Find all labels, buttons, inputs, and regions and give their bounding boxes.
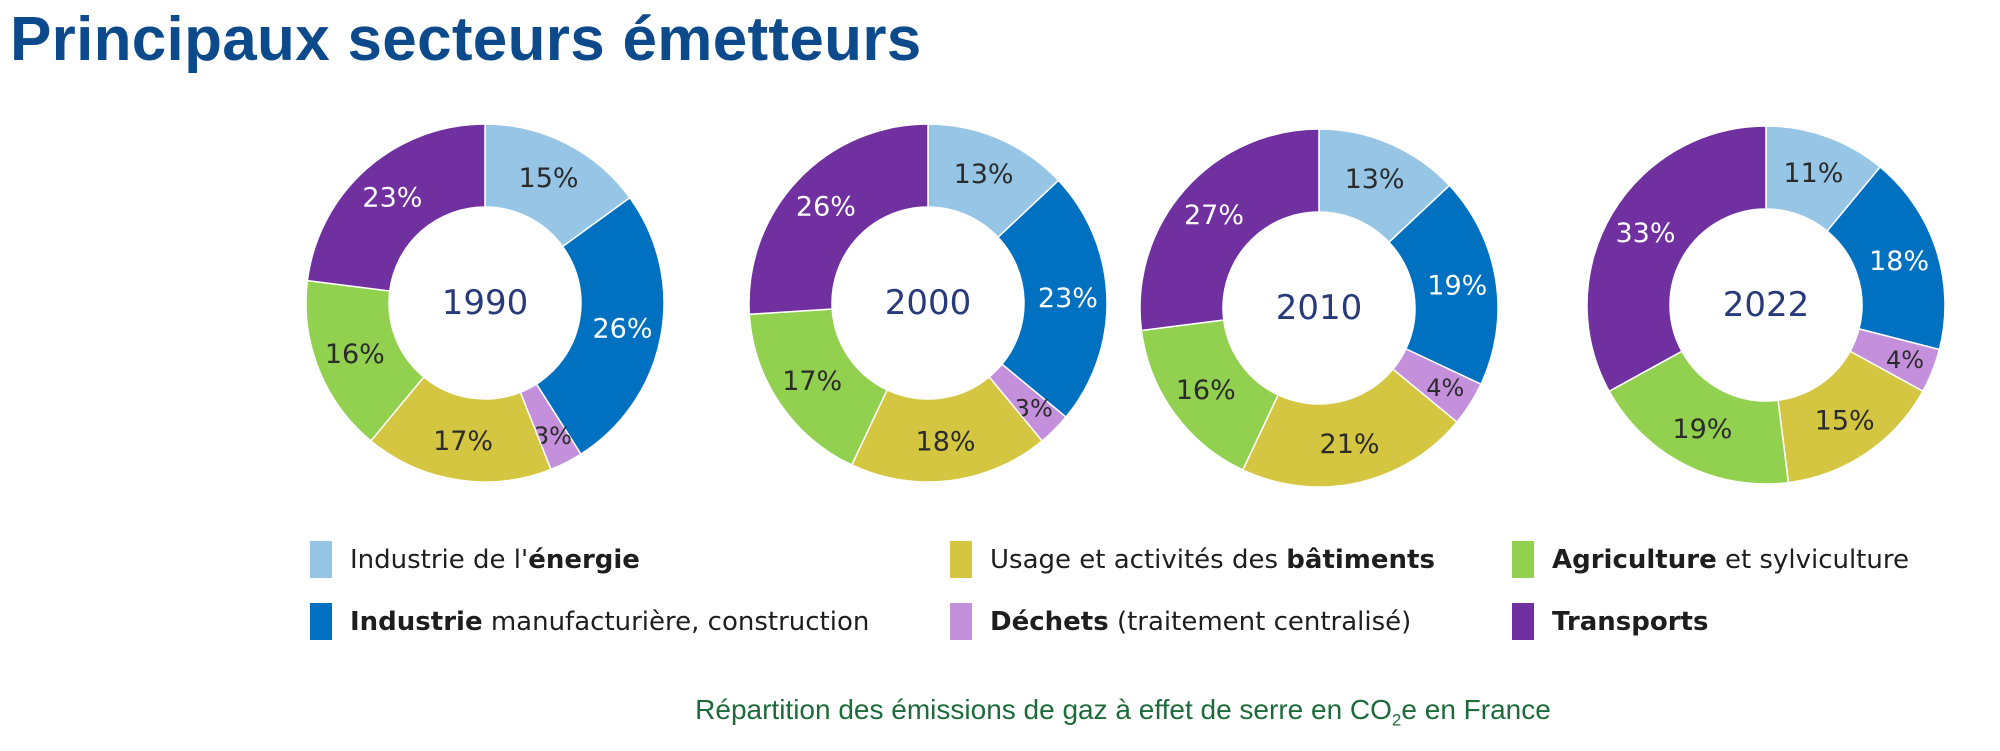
data-label-energie: 15% (519, 163, 579, 194)
slice-transports (1586, 125, 1767, 393)
caption-text-end: e en France (1401, 694, 1551, 725)
data-label-dechets: 4% (1426, 374, 1464, 402)
slice-manufacturiere (1387, 184, 1499, 386)
data-label-agriculture: 16% (325, 339, 385, 370)
donut-2010: 13% 19% 4% 21% 16% 27% 2010 (1139, 128, 1499, 488)
chart-caption: Répartition des émissions de gaz à effet… (0, 694, 2000, 731)
slice-batiments (850, 375, 1044, 483)
donut-2022: 11% 18% 4% 15% 19% 33% 2022 (1586, 125, 1946, 485)
data-label-transports: 27% (1184, 200, 1244, 231)
slice-agriculture (305, 279, 425, 442)
data-label-transports: 33% (1615, 218, 1675, 249)
data-label-agriculture: 17% (782, 366, 842, 397)
data-label-dechets: 4% (1886, 346, 1924, 374)
data-label-batiments: 15% (1815, 405, 1875, 436)
data-label-transports: 23% (362, 182, 422, 213)
year-label: 2010 (1276, 288, 1363, 328)
data-label-agriculture: 16% (1176, 375, 1236, 406)
data-label-energie: 11% (1783, 158, 1843, 189)
data-label-manufacturiere: 23% (1038, 283, 1098, 314)
data-label-agriculture: 19% (1672, 414, 1732, 445)
slice-agriculture (748, 308, 889, 466)
slice-batiments (1241, 368, 1458, 488)
page-title: Principaux secteurs émetteurs (10, 5, 922, 74)
slice-transports (306, 123, 486, 292)
slice-transports (748, 123, 929, 316)
caption-subscript: 2 (1391, 710, 1402, 730)
data-label-batiments: 21% (1320, 429, 1380, 460)
data-label-manufacturiere: 19% (1427, 271, 1487, 302)
data-label-manufacturiere: 18% (1869, 246, 1929, 277)
slice-batiments (369, 375, 552, 483)
donut-1990: 15%26%3%17%16%23%1990 (305, 123, 665, 483)
data-label-transports: 26% (796, 192, 856, 223)
year-label: 2000 (885, 283, 972, 323)
data-label-energie: 13% (954, 159, 1014, 190)
slice-manufacturiere (996, 179, 1108, 419)
year-label: 1990 (442, 283, 529, 323)
caption-text: Répartition des émissions de gaz à effet… (695, 694, 1392, 725)
data-label-batiments: 17% (433, 426, 493, 457)
data-label-batiments: 18% (916, 426, 976, 457)
data-label-manufacturiere: 26% (593, 314, 653, 345)
slice-manufacturiere (1826, 166, 1946, 351)
slice-agriculture (1140, 319, 1280, 471)
slice-manufacturiere (535, 196, 665, 456)
donut-2000: 13%23%3%18%17%26%2000 (748, 123, 1108, 483)
slice-agriculture (1608, 350, 1790, 485)
slice-transports (1139, 128, 1320, 332)
year-label: 2022 (1723, 285, 1810, 325)
data-label-energie: 13% (1345, 164, 1405, 195)
